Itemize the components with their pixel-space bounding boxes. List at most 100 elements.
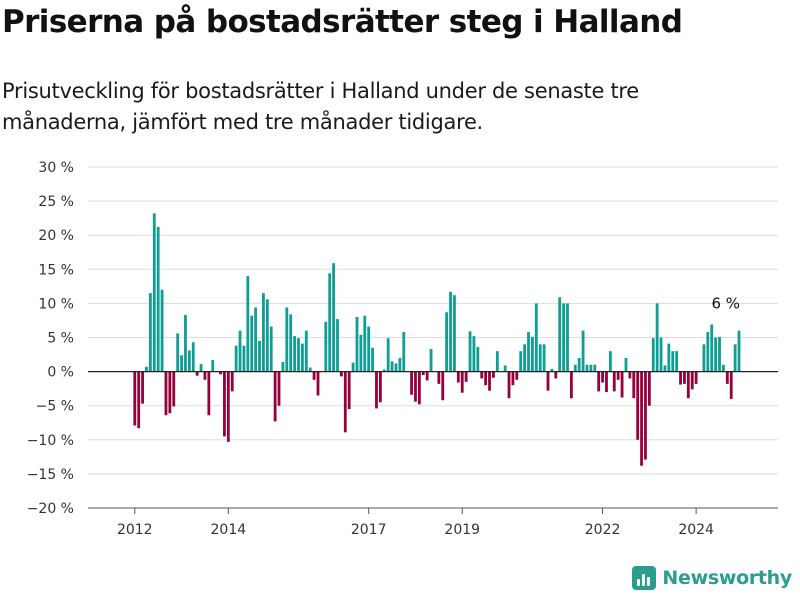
bar [359, 334, 363, 372]
bar [480, 371, 484, 379]
bar [297, 338, 300, 372]
bar [616, 371, 620, 380]
x-tick-label: 2022 [585, 522, 621, 538]
bar [737, 330, 741, 372]
bar [566, 303, 569, 372]
bar [683, 371, 686, 384]
x-tick-label: 2024 [678, 522, 714, 538]
bar [285, 307, 289, 372]
bar [605, 371, 608, 393]
bar [620, 371, 624, 398]
bar [472, 336, 476, 372]
y-tick-label: −20 % [27, 501, 74, 517]
bar [437, 371, 441, 384]
x-axis: 2012 2014 2017 2019 2022 2024 [88, 507, 778, 538]
bar [343, 371, 347, 433]
bar [148, 293, 152, 372]
bar [519, 351, 523, 372]
bar [281, 362, 285, 372]
bar [449, 291, 452, 372]
bar [538, 344, 542, 372]
bar [152, 213, 156, 372]
bar [722, 364, 725, 372]
brand-name: Newsworthy [662, 567, 792, 589]
bar [378, 371, 382, 403]
bar [640, 371, 643, 466]
x-tick-label: 2014 [211, 522, 247, 538]
bar [230, 371, 234, 392]
bar [211, 360, 215, 372]
x-tick-label: 2019 [444, 522, 480, 538]
bar [402, 332, 406, 372]
bar [164, 371, 168, 416]
bar [429, 349, 433, 372]
bar [137, 371, 141, 429]
bar [324, 321, 328, 372]
bar [515, 371, 519, 380]
bar [694, 371, 698, 384]
bar [581, 330, 585, 372]
bar [289, 314, 293, 372]
bar [445, 312, 449, 372]
y-axis-tick-labels: −20 % −15 % −10 % −5 % 0 % 5 % 10 % 15 % 20 % 25 … [27, 160, 74, 517]
bar [347, 371, 351, 410]
bar [398, 357, 402, 372]
bar [417, 371, 421, 405]
chart-title: Priserna på bostadsrätter steg i Halland [2, 4, 683, 40]
bar [223, 371, 226, 437]
bar [636, 371, 640, 440]
bar [250, 315, 254, 372]
bar [390, 361, 394, 372]
newsworthy-logo-icon [632, 566, 657, 590]
bar [495, 351, 499, 372]
bar [421, 371, 425, 376]
bar [558, 297, 562, 372]
bar [608, 351, 612, 372]
bar [632, 371, 636, 399]
bar [550, 368, 554, 372]
bar [304, 330, 308, 372]
bar [226, 371, 230, 442]
bar [577, 357, 581, 372]
bar [686, 371, 690, 399]
y-tick-label: 25 % [38, 194, 74, 210]
y-tick-label: 5 % [47, 331, 74, 347]
bar [133, 371, 137, 426]
y-tick-label: −15 % [27, 467, 74, 483]
bar [160, 289, 164, 372]
bar [663, 365, 667, 372]
bar [546, 371, 550, 391]
y-tick-label: −5 % [36, 399, 74, 415]
bar [644, 371, 647, 460]
bar [484, 371, 488, 386]
bar [371, 347, 374, 372]
bar [441, 371, 445, 401]
bar-series [133, 213, 741, 466]
bar [476, 347, 480, 372]
bar [710, 324, 714, 372]
bar [503, 365, 507, 372]
bar [219, 371, 222, 375]
x-tick-label: 2012 [117, 522, 153, 538]
bar [277, 371, 281, 406]
bar [492, 371, 495, 378]
x-tick-label: 2017 [351, 522, 387, 538]
bar [273, 371, 277, 422]
bar [651, 338, 655, 372]
bar [573, 364, 577, 372]
grid-lines [88, 166, 778, 509]
y-tick-label: −10 % [27, 433, 74, 449]
bar [597, 371, 601, 392]
chart-subtitle: Prisutveckling för bostadsrätter i Halla… [2, 79, 639, 134]
bar [254, 307, 258, 372]
bar [453, 295, 456, 372]
bar [199, 364, 203, 372]
bar [414, 371, 417, 402]
bar [355, 317, 359, 372]
bar [382, 369, 386, 372]
y-tick-label: 20 % [38, 228, 74, 244]
bar [456, 371, 460, 383]
bar [367, 326, 371, 372]
bar [246, 276, 250, 372]
bar [308, 367, 312, 372]
